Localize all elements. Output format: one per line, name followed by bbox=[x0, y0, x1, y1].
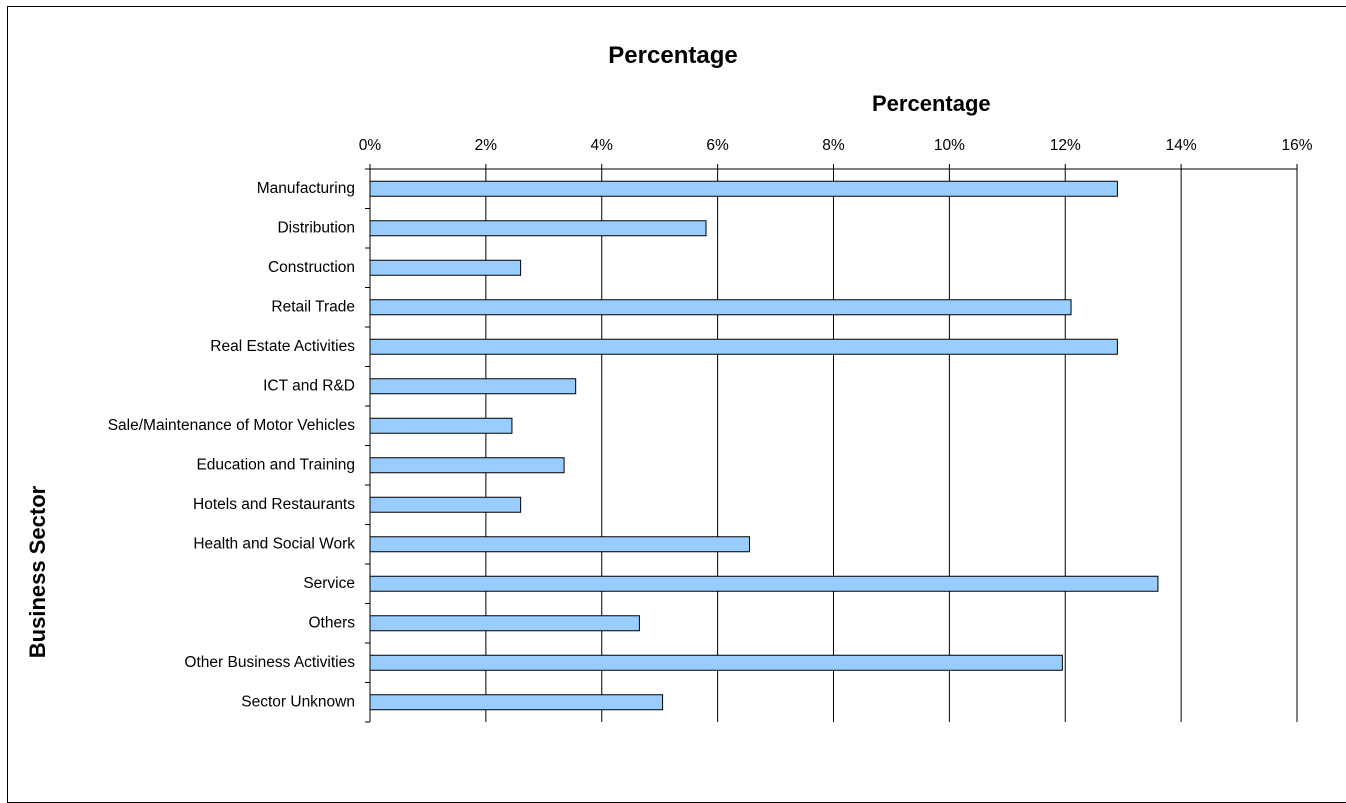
category-label: Retail Trade bbox=[271, 298, 355, 315]
bar bbox=[369, 654, 1063, 671]
category-label: ICT and R&D bbox=[263, 377, 355, 394]
bar bbox=[369, 615, 640, 632]
x-tick-label: 0% bbox=[359, 137, 382, 154]
bar bbox=[369, 259, 522, 276]
category-label: Others bbox=[308, 614, 355, 631]
x-tick-label: 10% bbox=[934, 137, 965, 154]
category-label: Distribution bbox=[277, 219, 355, 236]
bar bbox=[369, 694, 664, 711]
category-label: Construction bbox=[268, 259, 355, 276]
bar bbox=[369, 180, 1118, 197]
x-tick-label: 16% bbox=[1281, 137, 1312, 154]
category-label: Service bbox=[303, 575, 355, 592]
bar bbox=[369, 536, 750, 553]
category-label: Sector Unknown bbox=[241, 693, 355, 710]
x-tick-label: 14% bbox=[1166, 137, 1197, 154]
x-tick-label: 4% bbox=[591, 137, 614, 154]
category-label: Hotels and Restaurants bbox=[193, 496, 355, 513]
bar bbox=[369, 338, 1118, 355]
bar bbox=[369, 496, 522, 513]
x-axis-label: Percentage bbox=[872, 91, 991, 116]
category-label: Education and Training bbox=[196, 456, 355, 473]
bar bbox=[369, 378, 577, 395]
bar bbox=[369, 457, 565, 474]
x-tick-label: 6% bbox=[706, 137, 729, 154]
chart-title: Percentage bbox=[608, 42, 738, 69]
bar bbox=[369, 417, 513, 434]
x-tick-label: 8% bbox=[822, 137, 845, 154]
category-label: Other Business Activities bbox=[184, 654, 355, 671]
category-label: Health and Social Work bbox=[193, 535, 355, 552]
x-tick-label: 12% bbox=[1050, 137, 1081, 154]
x-tick-label: 2% bbox=[475, 137, 498, 154]
category-label: Real Estate Activities bbox=[210, 338, 355, 355]
category-label: Manufacturing bbox=[257, 180, 355, 197]
bar bbox=[369, 575, 1159, 592]
bar bbox=[369, 299, 1072, 316]
category-label: Sale/Maintenance of Motor Vehicles bbox=[108, 417, 356, 434]
bar bbox=[369, 220, 707, 237]
